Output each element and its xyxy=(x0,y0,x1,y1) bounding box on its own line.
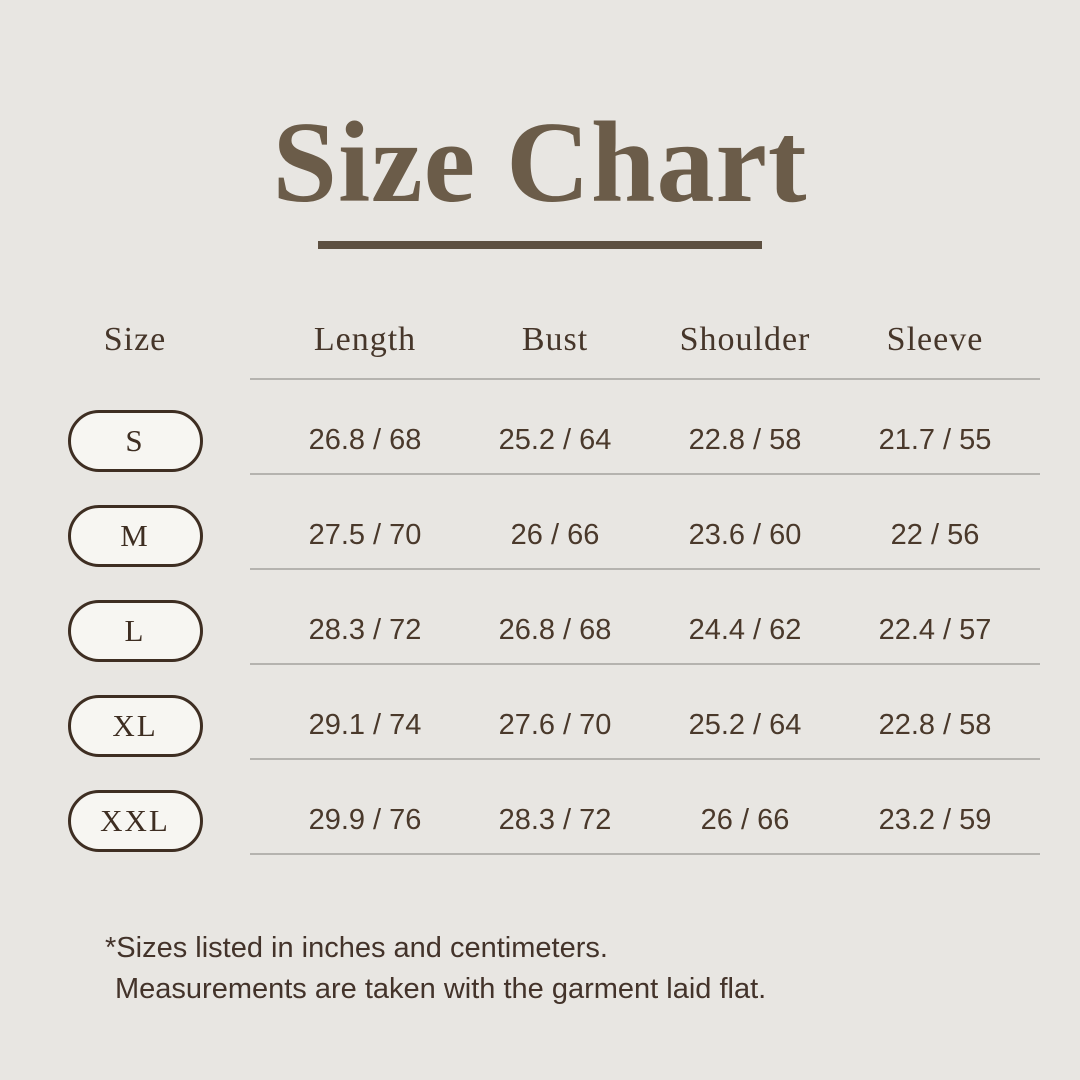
measurement-value: 26.8 / 68 xyxy=(308,424,422,456)
size-badge[interactable]: S xyxy=(67,409,203,472)
table-row: L 28.3 / 72 26.8 / 68 24.4 / 62 22.4 / 57 xyxy=(50,570,1040,665)
measurement-cells: 28.3 / 72 26.8 / 68 24.4 / 62 22.4 / 57 xyxy=(270,614,1030,647)
measurement-value: 28.3 / 72 xyxy=(308,614,422,646)
measurement-value: 29.1 / 74 xyxy=(308,709,422,741)
table-row: XL 29.1 / 74 27.6 / 70 25.2 / 64 22.8 / 58 xyxy=(50,665,1040,760)
measurement-cells: 26.8 / 68 25.2 / 64 22.8 / 58 21.7 / 55 xyxy=(270,424,1030,457)
measurement-value: 27.6 / 70 xyxy=(498,709,612,741)
measurement-value: 26 / 66 xyxy=(510,519,600,551)
size-badge[interactable]: XXL xyxy=(67,789,203,852)
table-row: S 26.8 / 68 25.2 / 64 22.8 / 58 21.7 / 55 xyxy=(50,380,1040,475)
size-cell: S xyxy=(50,409,220,472)
table-body: S 26.8 / 68 25.2 / 64 22.8 / 58 21.7 / 55 M 27… xyxy=(50,380,1040,855)
measurement-value: 23.6 / 60 xyxy=(688,519,802,551)
measurement-value: 26 / 66 xyxy=(700,804,790,836)
measurement-value: 22.4 / 57 xyxy=(878,614,992,646)
measurement-value: 25.2 / 64 xyxy=(498,424,612,456)
size-badge[interactable]: M xyxy=(67,504,203,567)
size-badge[interactable]: XL xyxy=(67,694,203,757)
measurement-cells: 29.1 / 74 27.6 / 70 25.2 / 64 22.8 / 58 xyxy=(270,709,1030,742)
size-cell: L xyxy=(50,599,220,662)
table-row: M 27.5 / 70 26 / 66 23.6 / 60 22 / 56 xyxy=(50,475,1040,570)
size-cell: XXL xyxy=(50,789,220,852)
measurement-value: 25.2 / 64 xyxy=(688,709,802,741)
measurement-value: 28.3 / 72 xyxy=(498,804,612,836)
measurement-value: 22 / 56 xyxy=(890,519,980,551)
measurement-value: 29.9 / 76 xyxy=(308,804,422,836)
footnotes: *Sizes listed in inches and centimeters.… xyxy=(105,928,766,1010)
measurement-value: 27.5 / 70 xyxy=(308,519,422,551)
column-header: Bust xyxy=(521,321,589,358)
measurement-cells: 29.9 / 76 28.3 / 72 26 / 66 23.2 / 59 xyxy=(270,804,1030,837)
size-cell: XL xyxy=(50,694,220,757)
table-row: XXL 29.9 / 76 28.3 / 72 26 / 66 23.2 / 59 xyxy=(50,760,1040,855)
title-underline xyxy=(318,241,762,249)
page-title: Size Chart xyxy=(272,99,808,227)
column-header: Length xyxy=(313,321,417,358)
column-header: Sleeve xyxy=(886,321,984,358)
footnote-measurement: Measurements are taken with the garment … xyxy=(115,973,767,1005)
measurement-value: 21.7 / 55 xyxy=(878,424,992,456)
size-table: Size Length Bust Shoulder Sleeve S 26.8 / 68… xyxy=(50,300,1040,855)
table-header-row: Size Length Bust Shoulder Sleeve xyxy=(50,300,1040,380)
measurement-value: 24.4 / 62 xyxy=(688,614,802,646)
measurement-cells: 27.5 / 70 26 / 66 23.6 / 60 22 / 56 xyxy=(270,519,1030,552)
size-badge[interactable]: L xyxy=(67,599,203,662)
size-cell: M xyxy=(50,504,220,567)
measurement-value: 22.8 / 58 xyxy=(878,709,992,741)
column-header: Shoulder xyxy=(679,321,811,358)
footnote-units: *Sizes listed in inches and centimeters. xyxy=(105,932,608,964)
measurement-value: 23.2 / 59 xyxy=(878,804,992,836)
column-headers: Length Bust Shoulder Sleeve xyxy=(270,321,1030,359)
measurement-value: 26.8 / 68 xyxy=(498,614,612,646)
measurement-value: 22.8 / 58 xyxy=(688,424,802,456)
column-header-size: Size xyxy=(103,321,167,358)
